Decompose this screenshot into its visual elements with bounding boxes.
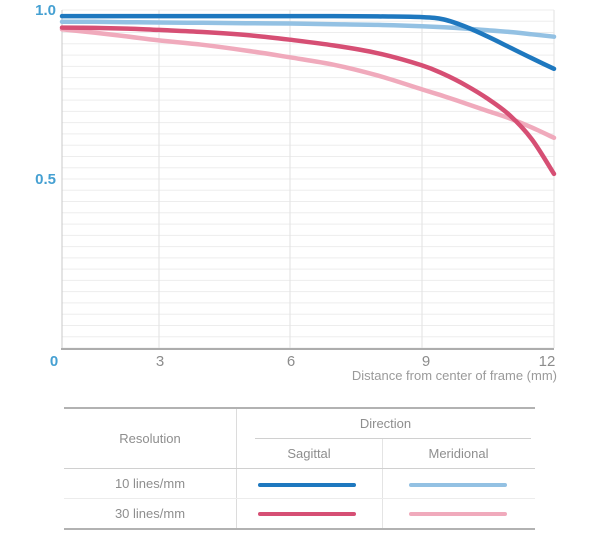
direction-header: Direction <box>359 416 412 431</box>
x-tick-label: 6 <box>287 353 295 370</box>
x-axis-title: Distance from center of frame (mm) <box>352 368 557 383</box>
y-tick-label: 1.0 <box>35 2 56 19</box>
x-tick-label: 12 <box>539 353 556 370</box>
row-label-10-lines: 10 lines/mm <box>114 475 186 491</box>
column-divider-direction <box>382 439 383 528</box>
series-line-30-lines-mm-sagittal <box>59 25 557 177</box>
swatch-30-sagittal <box>258 512 356 516</box>
series-line-10-lines-mm-meridional <box>59 19 557 39</box>
header-separator <box>64 468 535 469</box>
swatch-10-sagittal <box>258 483 356 487</box>
meridional-header: Meridional <box>428 446 489 461</box>
x-tick-label: 3 <box>156 353 164 370</box>
y-tick-label: 0.5 <box>35 171 56 188</box>
gridlines <box>62 9 555 349</box>
x-tick-label: 0 <box>50 353 58 370</box>
series-line-30-lines-mm-meridional <box>59 27 557 141</box>
series-line-10-lines-mm-sagittal <box>59 13 557 72</box>
x-tick-label: 9 <box>422 353 430 370</box>
swatch-10-meridional <box>409 483 507 487</box>
row-label-30-lines: 30 lines/mm <box>114 505 186 521</box>
row-separator <box>64 498 535 499</box>
legend-table: Resolution Direction Sagittal Meridional… <box>64 407 535 530</box>
swatch-30-meridional <box>409 512 507 516</box>
sagittal-header: Sagittal <box>287 446 331 461</box>
direction-underline <box>255 438 531 439</box>
series-curves <box>59 13 557 177</box>
resolution-header: Resolution <box>119 431 181 446</box>
